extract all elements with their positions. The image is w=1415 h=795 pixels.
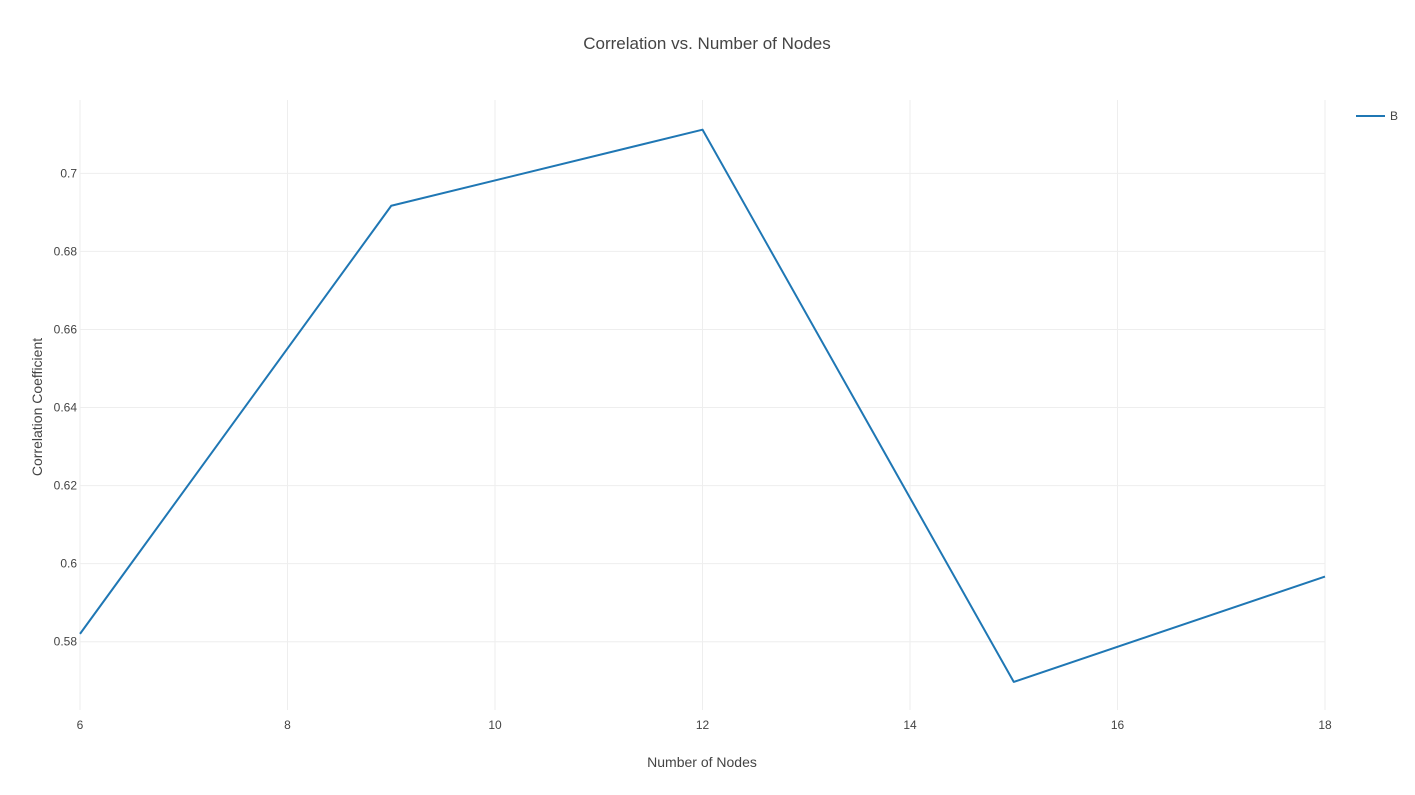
x-tick-label: 10 <box>488 718 502 732</box>
grid-lines <box>79 100 1326 710</box>
y-tick-label: 0.66 <box>54 322 78 336</box>
x-tick-label: 14 <box>903 718 917 732</box>
series-layer <box>79 128 1326 683</box>
x-tick-label: 6 <box>77 718 84 732</box>
x-tick-label: 18 <box>1318 718 1332 732</box>
y-tick-label: 0.62 <box>54 479 78 493</box>
y-tick-label: 0.64 <box>54 401 78 415</box>
y-tick-label: 0.58 <box>54 635 78 649</box>
x-tick-label: 8 <box>284 718 291 732</box>
y-axis-ticks: 0.58 0.6 0.62 0.64 0.66 0.68 0.7 <box>54 166 78 648</box>
y-tick-label: 0.6 <box>60 557 77 571</box>
y-axis-label: Correlation Coefficient <box>29 338 45 476</box>
legend[interactable]: B <box>1356 109 1398 123</box>
x-axis-ticks: 6 8 10 12 14 16 18 <box>77 718 1332 732</box>
series-line-b <box>79 128 1326 683</box>
x-tick-label: 16 <box>1111 718 1125 732</box>
y-tick-label: 0.68 <box>54 244 78 258</box>
legend-label-b: B <box>1390 109 1398 123</box>
x-axis-label: Number of Nodes <box>647 754 757 770</box>
chart-title: Correlation vs. Number of Nodes <box>583 34 831 53</box>
x-tick-label: 12 <box>696 718 710 732</box>
y-tick-label: 0.7 <box>60 166 77 180</box>
